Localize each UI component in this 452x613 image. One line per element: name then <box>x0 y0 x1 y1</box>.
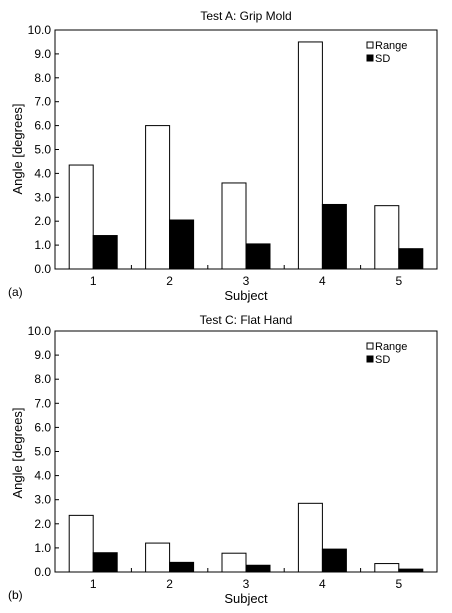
chart-a-xtick-label: 4 <box>319 274 326 288</box>
chart-a-bar-range-1 <box>68 164 94 270</box>
chart-a-xtick-label: 5 <box>395 274 402 288</box>
chart-a-legend-label-range: Range <box>375 40 407 52</box>
chart-b-bar-range-4 <box>297 502 323 573</box>
chart-b-xlabel: Subject <box>224 591 268 606</box>
chart-a-plot: 0.0 1.0 2.0 3.0 4.0 5.0 6.0 7.0 8.0 9.0 10.0 1 2 3 4 5 R… <box>28 23 438 288</box>
chart-a-xtick-label: 3 <box>243 274 250 288</box>
chart-a-xtick-label: 2 <box>166 274 173 288</box>
chart-a-ytick-label: 1.0 <box>34 238 51 252</box>
chart-a-legend-swatch-range <box>366 41 374 49</box>
chart-b-ytick-label: 1.0 <box>34 541 51 555</box>
chart-a-ytick-label: 3.0 <box>34 190 51 204</box>
chart-b-ytick-label: 5.0 <box>34 445 51 459</box>
chart-a-ytick-label: 10.0 <box>28 23 52 37</box>
chart-a-ylabel: Angle [degrees] <box>10 103 25 194</box>
chart-a-bar-sd-4 <box>321 203 347 270</box>
chart-b-bar-sd-4 <box>321 548 347 573</box>
chart-b-bar-range-5 <box>374 563 400 573</box>
chart-b-title: Test C: Flat Hand <box>200 313 293 327</box>
chart-a-ytick-label: 9.0 <box>34 47 51 61</box>
chart-b-ytick-label: 6.0 <box>34 420 51 434</box>
chart-b-ylabel: Angle [degrees] <box>10 407 25 498</box>
chart-a-ytick-label: 4.0 <box>34 166 51 180</box>
chart-b-ytick-label: 3.0 <box>34 493 51 507</box>
chart-a-bar-sd-3 <box>245 243 271 270</box>
chart-b-ytick-label: 0.0 <box>34 565 51 579</box>
chart-a-bar-range-4 <box>297 41 323 270</box>
chart-b-legend-swatch-sd <box>366 355 374 363</box>
chart-b-bar-range-3 <box>221 552 247 573</box>
chart-b-ytick-label: 4.0 <box>34 469 51 483</box>
chart-a-ytick-label: 7.0 <box>34 95 51 109</box>
chart-a-ytick-label: 8.0 <box>34 71 51 85</box>
chart-a-ytick-label: 5.0 <box>34 143 51 157</box>
chart-b-xtick-label: 3 <box>243 577 250 591</box>
chart-a-bar-range-2 <box>145 125 171 270</box>
chart-b-bar-range-2 <box>145 542 171 573</box>
chart-a-bar-range-3 <box>221 182 247 270</box>
chart-b-bar-sd-2 <box>169 561 195 573</box>
chart-b-ytick-label: 2.0 <box>34 517 51 531</box>
chart-a-legend-swatch-sd <box>366 54 374 62</box>
chart-a-legend-label-sd: SD <box>375 53 390 65</box>
chart-b-ytick-label: 8.0 <box>34 372 51 386</box>
chart-a-xtick-label: 1 <box>90 274 97 288</box>
chart-a-bar-sd-5 <box>398 248 424 270</box>
chart-a-ytick-label: 0.0 <box>34 262 51 276</box>
chart-b-ytick-label: 10.0 <box>28 324 52 338</box>
chart-b-xtick-label: 4 <box>319 577 326 591</box>
chart-a-title: Test A: Grip Mold <box>200 9 291 23</box>
chart-b-xtick-label: 5 <box>395 577 402 591</box>
chart-a-panel-label: (a) <box>8 285 23 299</box>
chart-a-ytick-label: 2.0 <box>34 214 51 228</box>
chart-b-panel-label: (b) <box>8 588 23 602</box>
chart-b-bar-sd-3 <box>245 564 271 573</box>
chart-b-legend-label-sd: SD <box>375 354 390 366</box>
chart-b-legend-swatch-range <box>366 342 374 350</box>
chart-b-ytick-label: 9.0 <box>34 348 51 362</box>
chart-b-bar-sd-1 <box>92 552 118 573</box>
chart-a-bar-range-5 <box>374 205 400 270</box>
chart-a-xlabel: Subject <box>224 288 268 303</box>
chart-b-legend-label-range: Range <box>375 341 407 353</box>
chart-b-plot-frame <box>54 330 438 573</box>
chart-b-plot: 0.0 1.0 2.0 3.0 4.0 5.0 6.0 7.0 8.0 9.0 10.0 1 2 3 4 5 R… <box>28 324 438 591</box>
chart-b-bar-range-1 <box>68 514 94 573</box>
chart-b-ytick-label: 7.0 <box>34 396 51 410</box>
chart-b-bar-sd-5 <box>398 568 424 573</box>
chart-a-bar-sd-2 <box>169 219 195 270</box>
chart-b-xtick-label: 1 <box>90 577 97 591</box>
chart-a-ytick-label: 6.0 <box>34 119 51 133</box>
chart-b-xtick-label: 2 <box>166 577 173 591</box>
chart-a-bar-sd-1 <box>92 235 118 270</box>
